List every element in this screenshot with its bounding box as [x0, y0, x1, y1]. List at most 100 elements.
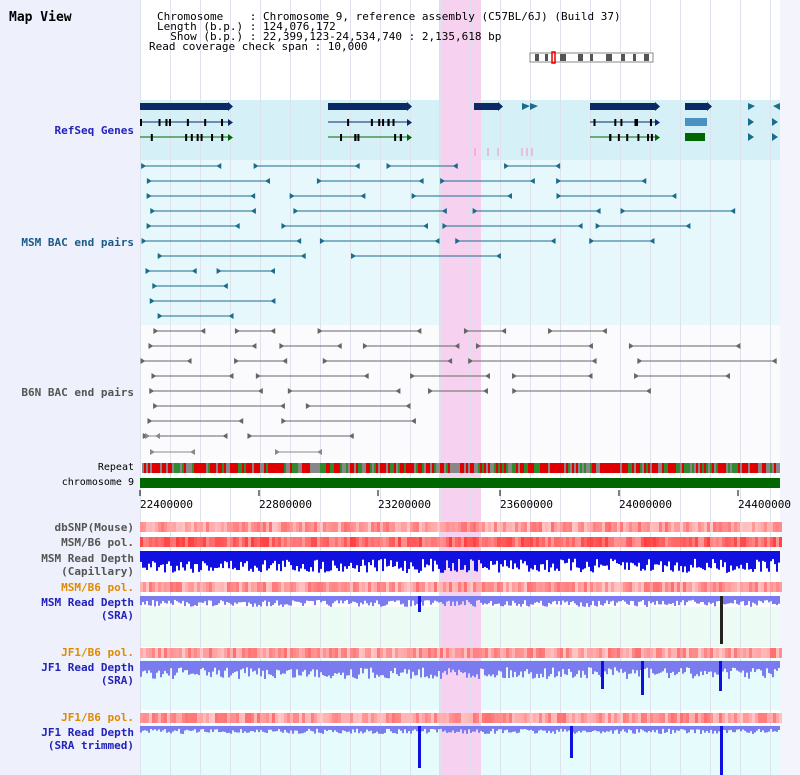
- repeat-mark: [586, 463, 588, 473]
- depth-bar: [516, 661, 518, 677]
- track-label-msm-b6-pol-1[interactable]: MSM/B6 pol.: [61, 536, 134, 549]
- track-label-msm-depth-sra[interactable]: MSM Read Depth (SRA): [41, 596, 134, 622]
- heat-cell: [197, 713, 200, 723]
- track-label-dbsnp[interactable]: dbSNP(Mouse): [54, 521, 134, 534]
- depth-bar: [158, 551, 160, 568]
- repeat-mark: [170, 463, 172, 473]
- depth-bar: [260, 726, 262, 730]
- repeat-mark: [360, 463, 362, 473]
- track-label-refseq[interactable]: RefSeq Genes: [54, 124, 134, 137]
- depth-bar: [412, 661, 414, 672]
- depth-bar: [240, 661, 242, 670]
- heat-cell: [257, 537, 260, 547]
- heat-cell: [578, 522, 581, 532]
- depth-bar: [404, 726, 406, 730]
- heat-cell: [713, 713, 716, 723]
- track-label-msm-b6-pol-2[interactable]: MSM/B6 pol.: [61, 581, 134, 594]
- repeat-mark: [210, 463, 212, 473]
- exon: [609, 134, 612, 141]
- heat-cell: [455, 582, 458, 592]
- gene: [685, 103, 707, 110]
- heat-cell: [728, 648, 731, 658]
- heat-cell: [239, 522, 242, 532]
- heat-cell: [245, 537, 248, 547]
- depth-bar: [478, 661, 480, 679]
- depth-bar: [172, 596, 174, 605]
- depth-bar: [214, 596, 216, 606]
- depth-bar: [744, 551, 746, 570]
- depth-bar: [276, 726, 278, 732]
- heat-cell: [425, 522, 428, 532]
- depth-bar: [386, 661, 388, 679]
- depth-bar: [764, 726, 766, 733]
- heat-cell: [572, 522, 575, 532]
- depth-bar: [236, 551, 238, 571]
- depth-bar: [422, 661, 424, 668]
- bac-end: [319, 238, 325, 244]
- depth-bar: [466, 726, 468, 734]
- depth-bar: [462, 551, 464, 570]
- bac-end: [434, 238, 440, 244]
- heat-cell: [164, 582, 167, 592]
- track-label-msm-bac[interactable]: MSM BAC end pairs: [21, 236, 134, 249]
- depth-bar: [290, 551, 292, 566]
- heat-cell: [515, 582, 518, 592]
- repeat-mark: [620, 463, 622, 473]
- depth-bar: [212, 596, 214, 607]
- depth-bar: [372, 661, 374, 673]
- repeat-mark: [260, 463, 262, 473]
- depth-bar: [500, 661, 502, 672]
- depth-bar: [182, 726, 184, 734]
- track-label-msm-depth-capillary[interactable]: MSM Read Depth (Capillary): [41, 552, 134, 578]
- repeat-mark: [772, 463, 774, 473]
- track-label-jf1-b6-pol-2[interactable]: JF1/B6 pol.: [61, 711, 134, 724]
- repeat-mark: [306, 463, 308, 473]
- depth-bar: [302, 726, 304, 734]
- track-label-b6n-bac[interactable]: B6N BAC end pairs: [21, 386, 134, 399]
- repeat-mark: [616, 463, 618, 473]
- depth-bar: [410, 596, 412, 607]
- track-label-jf1-depth-sra[interactable]: JF1 Read Depth (SRA): [41, 661, 134, 687]
- track-label-jf1-depth-trimmed[interactable]: JF1 Read Depth (SRA trimmed): [41, 726, 134, 752]
- ideogram-band: [621, 54, 625, 61]
- repeat-mark: [412, 463, 414, 473]
- depth-bar: [624, 661, 626, 672]
- heat-cell: [737, 582, 740, 592]
- heat-cell: [446, 582, 449, 592]
- depth-bar: [596, 551, 598, 560]
- depth-bar: [436, 596, 438, 602]
- depth-bar: [342, 661, 344, 673]
- heat-cell: [395, 537, 398, 547]
- track-label-jf1-b6-pol-1[interactable]: JF1/B6 pol.: [61, 646, 134, 659]
- depth-bar: [324, 726, 326, 730]
- depth-bar: [572, 596, 574, 602]
- depth-bar: [754, 596, 756, 604]
- depth-bar: [544, 726, 546, 731]
- depth-bar: [644, 551, 646, 571]
- selection-highlight[interactable]: [439, 0, 481, 775]
- heat-cell: [353, 537, 356, 547]
- heat-cell: [206, 648, 209, 658]
- depth-bar: [392, 726, 394, 734]
- depth-bar: [280, 726, 282, 732]
- repeat-mark: [270, 463, 272, 473]
- depth-bar: [314, 551, 316, 561]
- depth-bar: [208, 726, 210, 733]
- heat-cell: [593, 648, 596, 658]
- depth-bar: [288, 551, 290, 562]
- depth-bar: [720, 551, 722, 560]
- repeat-mark: [156, 463, 158, 473]
- depth-bar: [338, 726, 340, 734]
- depth-bar: [770, 596, 772, 602]
- heat-cell: [269, 522, 272, 532]
- header-chromosome: Chromosome : Chromosome 9, reference ass…: [157, 10, 621, 23]
- depth-bar: [550, 726, 552, 734]
- depth-bar: [536, 551, 538, 571]
- heat-cell: [509, 713, 512, 723]
- heat-cell: [755, 537, 758, 547]
- repeat-mark: [520, 463, 522, 473]
- depth-bar: [212, 661, 214, 672]
- depth-bar: [356, 596, 358, 604]
- repeat-mark: [152, 463, 154, 473]
